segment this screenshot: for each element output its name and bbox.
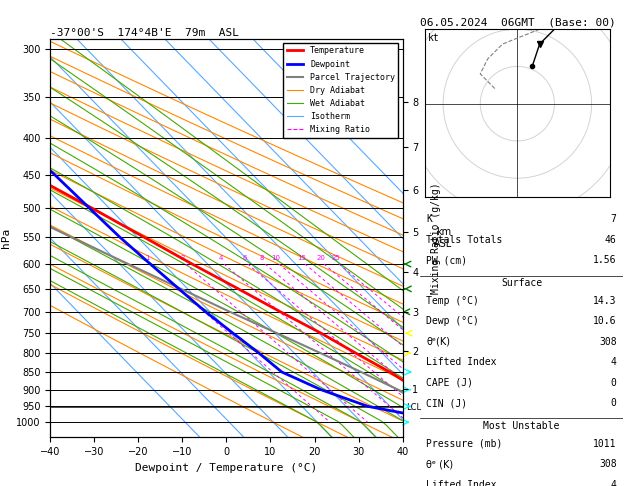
Text: 7: 7 — [611, 214, 616, 225]
Text: kt: kt — [428, 33, 440, 42]
Text: 4: 4 — [219, 256, 223, 261]
Text: 06.05.2024  06GMT  (Base: 00): 06.05.2024 06GMT (Base: 00) — [420, 17, 616, 27]
Text: -37°00'S  174°4B'E  79m  ASL: -37°00'S 174°4B'E 79m ASL — [50, 28, 239, 38]
Text: 10: 10 — [272, 256, 281, 261]
Text: 15: 15 — [298, 256, 306, 261]
Text: Most Unstable: Most Unstable — [483, 421, 560, 431]
Text: Lifted Index: Lifted Index — [426, 480, 497, 486]
Text: 2: 2 — [181, 256, 185, 261]
Text: Lifted Index: Lifted Index — [426, 357, 497, 367]
Text: 6: 6 — [243, 256, 247, 261]
Text: 14.3: 14.3 — [593, 296, 616, 306]
Text: 20: 20 — [316, 256, 325, 261]
Text: 25: 25 — [331, 256, 340, 261]
Text: 1011: 1011 — [593, 439, 616, 449]
Text: θᵉ (K): θᵉ (K) — [426, 459, 454, 469]
Y-axis label: km
ASL: km ASL — [435, 227, 453, 249]
Text: Totals Totals: Totals Totals — [426, 235, 503, 245]
Text: Mixing Ratio (g/kg): Mixing Ratio (g/kg) — [431, 182, 441, 294]
Text: Surface: Surface — [501, 278, 542, 288]
Text: CIN (J): CIN (J) — [426, 398, 467, 408]
Text: 308: 308 — [599, 459, 616, 469]
Text: Dewp (°C): Dewp (°C) — [426, 316, 479, 327]
Text: 308: 308 — [599, 337, 616, 347]
Text: 0: 0 — [611, 398, 616, 408]
Text: 4: 4 — [611, 357, 616, 367]
Text: 1.56: 1.56 — [593, 255, 616, 265]
Text: 4: 4 — [611, 480, 616, 486]
Text: CAPE (J): CAPE (J) — [426, 378, 473, 388]
Text: 46: 46 — [605, 235, 616, 245]
Text: PW (cm): PW (cm) — [426, 255, 467, 265]
Text: Pressure (mb): Pressure (mb) — [426, 439, 503, 449]
Text: LCL: LCL — [406, 402, 421, 412]
Text: Temp (°C): Temp (°C) — [426, 296, 479, 306]
Text: θᵉ(K): θᵉ(K) — [426, 337, 450, 347]
Y-axis label: hPa: hPa — [1, 228, 11, 248]
Legend: Temperature, Dewpoint, Parcel Trajectory, Dry Adiabat, Wet Adiabat, Isotherm, Mi: Temperature, Dewpoint, Parcel Trajectory… — [284, 43, 398, 138]
Text: 1: 1 — [145, 256, 150, 261]
Text: K: K — [426, 214, 432, 225]
X-axis label: Dewpoint / Temperature (°C): Dewpoint / Temperature (°C) — [135, 463, 318, 473]
Text: 10.6: 10.6 — [593, 316, 616, 327]
Text: 0: 0 — [611, 378, 616, 388]
Text: 8: 8 — [260, 256, 264, 261]
